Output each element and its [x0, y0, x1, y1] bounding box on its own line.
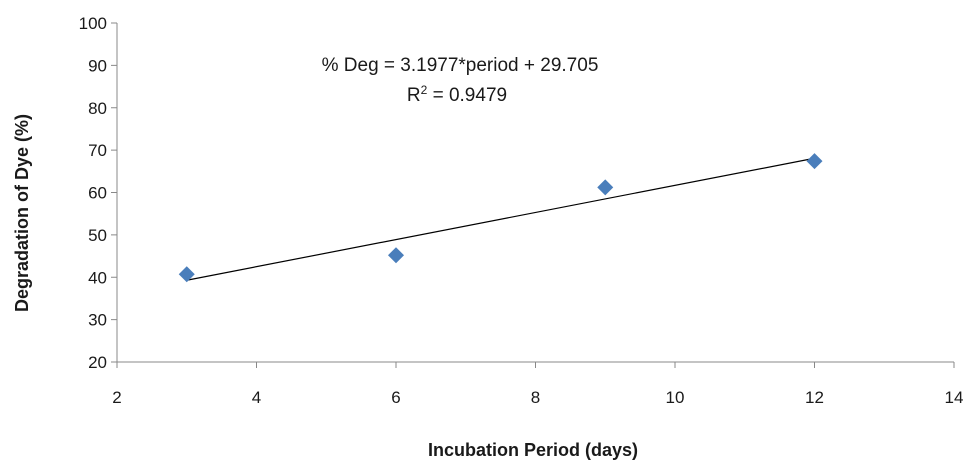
regression-equation: % Deg = 3.1977*period + 29.705 — [322, 55, 599, 76]
r-squared-prefix: R — [407, 85, 421, 106]
x-axis-ticks: 2 4 6 8 10 12 14 — [112, 362, 963, 407]
y-axis-ticks: 20 30 40 50 60 70 80 90 100 — [79, 14, 117, 372]
y-tick-label: 100 — [79, 14, 107, 33]
x-tick-label: 12 — [805, 388, 824, 407]
r-squared-superscript: 2 — [421, 83, 428, 97]
x-tick-label: 10 — [666, 388, 685, 407]
r-squared-value: = 0.9479 — [427, 85, 507, 106]
y-tick-label: 60 — [88, 184, 107, 203]
data-point — [597, 179, 614, 196]
y-tick-label: 90 — [88, 56, 107, 75]
x-tick-label: 2 — [112, 388, 121, 407]
y-axis-title: Degradation of Dye (%) — [12, 114, 32, 312]
data-point — [806, 153, 823, 170]
r-squared-label: R2 = 0.9479 — [407, 83, 507, 106]
x-axis-title: Incubation Period (days) — [428, 440, 638, 460]
y-tick-label: 50 — [88, 226, 107, 245]
data-point — [388, 247, 404, 264]
data-points — [178, 153, 823, 283]
x-tick-label: 6 — [391, 388, 400, 407]
y-tick-label: 20 — [88, 353, 107, 372]
y-tick-label: 30 — [88, 311, 107, 330]
y-tick-label: 40 — [88, 268, 107, 287]
trendline — [186, 157, 815, 281]
y-tick-label: 80 — [88, 99, 107, 118]
data-point — [178, 266, 195, 283]
x-tick-label: 4 — [252, 388, 261, 407]
x-tick-label: 14 — [945, 388, 964, 407]
x-tick-label: 8 — [531, 388, 540, 407]
y-tick-label: 70 — [88, 141, 107, 160]
